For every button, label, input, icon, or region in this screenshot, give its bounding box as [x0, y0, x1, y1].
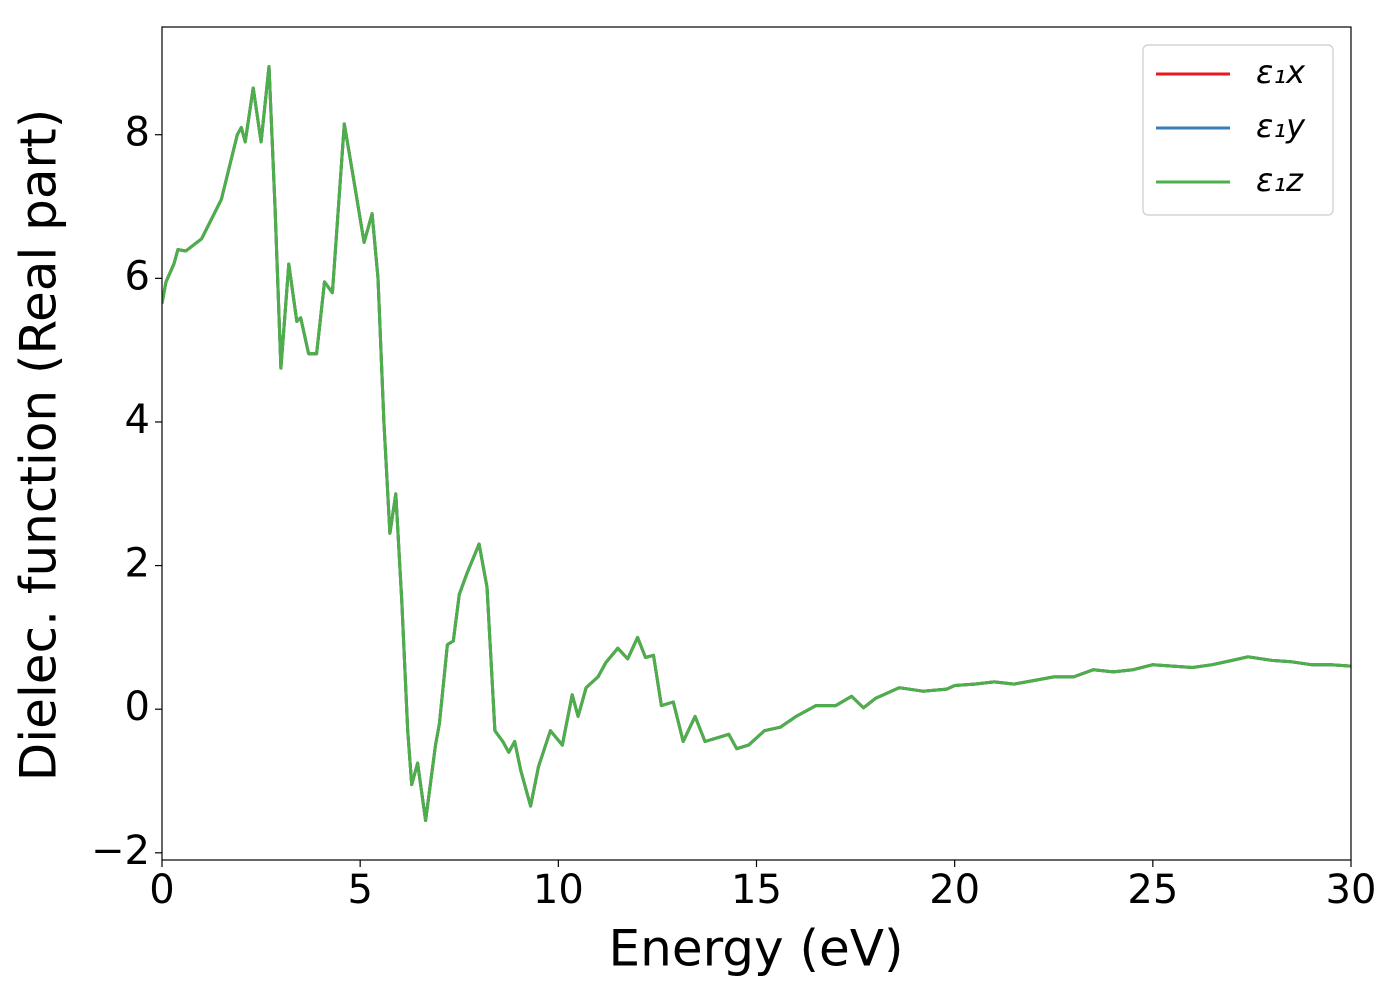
- plot-area: [162, 65, 1351, 822]
- series-line: [162, 65, 1351, 822]
- legend-label: ε₁x: [1256, 53, 1306, 91]
- legend-label: ε₁z: [1256, 161, 1304, 199]
- legend-box: [1142, 44, 1334, 216]
- x-tick-label: 30: [1326, 867, 1377, 913]
- legend-label: ε₁y: [1256, 107, 1306, 145]
- x-tick-label: 25: [1127, 867, 1178, 913]
- y-tick-label: 2: [125, 541, 150, 587]
- x-tick-label: 0: [149, 867, 174, 913]
- x-tick-label: 15: [731, 867, 782, 913]
- y-tick-label: 6: [125, 253, 150, 299]
- y-tick-label: 0: [125, 684, 150, 730]
- y-axis-label: Dielec. function (Real part): [10, 109, 68, 781]
- y-tick-label: 8: [125, 110, 150, 156]
- axes-frame: [161, 26, 1352, 861]
- y-tick-label: 4: [125, 397, 150, 443]
- y-tick-label: −2: [91, 828, 150, 874]
- x-tick-label: 5: [347, 867, 372, 913]
- x-axis-label: Energy (eV): [609, 920, 904, 978]
- x-tick-label: 20: [929, 867, 980, 913]
- x-tick-label: 10: [533, 867, 584, 913]
